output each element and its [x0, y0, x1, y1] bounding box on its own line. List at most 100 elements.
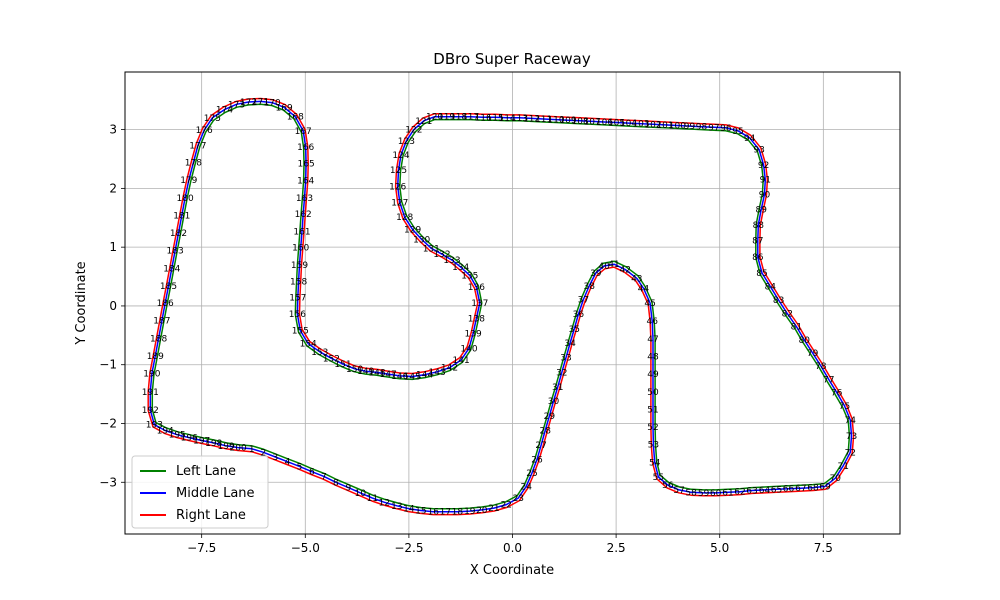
- waypoint-label: 164: [297, 177, 314, 187]
- waypoint-label: 130: [413, 236, 430, 246]
- waypoint-label: 142: [441, 364, 458, 374]
- lane-line-left-lane: [151, 103, 851, 510]
- waypoint-label: 89: [755, 206, 767, 216]
- waypoint-label: 57: [673, 486, 684, 496]
- waypoint-label: 135: [461, 271, 478, 281]
- waypoint-label: 70: [830, 474, 842, 484]
- waypoint-label: 37: [578, 296, 589, 306]
- waypoint-label: 138: [468, 314, 485, 324]
- waypoint-label: 172: [240, 98, 257, 108]
- waypoint-label: 82: [782, 310, 793, 320]
- waypoint-label: 118: [450, 113, 467, 123]
- waypoint-label: 46: [646, 317, 658, 327]
- waypoint-label: 154: [300, 340, 317, 350]
- waypoint-label: 103: [632, 120, 649, 130]
- waypoint-label: 182: [170, 229, 187, 239]
- waypoint-label: 187: [153, 317, 170, 327]
- waypoint-label: 55: [653, 473, 664, 483]
- waypoint-label: 168: [287, 113, 304, 123]
- waypoint-label: 126: [389, 183, 406, 193]
- waypoint-label: 193: [146, 421, 163, 431]
- x-tick-label: 5.0: [710, 541, 729, 555]
- waypoint-label: 14: [403, 505, 415, 515]
- waypoint-label: 9: [346, 484, 352, 494]
- waypoint-label: 66: [783, 485, 795, 495]
- waypoint-label: 165: [298, 160, 315, 170]
- waypoint-label: 68: [807, 484, 819, 494]
- waypoint-label: 71: [837, 462, 848, 472]
- waypoint-label: 129: [404, 226, 421, 236]
- x-axis-label: X Coordinate: [470, 563, 554, 578]
- y-tick-label: 2: [109, 181, 117, 195]
- waypoint-label: 169: [276, 103, 293, 113]
- waypoint-label: 56: [662, 481, 674, 491]
- waypoint-label: 73: [846, 432, 857, 442]
- waypoint-label: 136: [468, 283, 485, 293]
- waypoint-label: 31: [552, 383, 563, 393]
- x-tick-label: 7.5: [814, 541, 833, 555]
- waypoint-label: 123: [398, 137, 415, 147]
- waypoint-label: 45: [644, 299, 655, 309]
- waypoint-label: 194: [157, 427, 174, 437]
- waypoint-label: 155: [292, 327, 309, 337]
- waypoint-label: 107: [584, 117, 601, 127]
- waypoint-label: 183: [167, 247, 184, 257]
- y-axis-label: Y Coordinate: [74, 261, 89, 345]
- waypoint-label: 125: [390, 166, 407, 176]
- waypoint-label: 39: [590, 269, 602, 279]
- waypoint-label: 74: [845, 416, 857, 426]
- waypoint-label: 6: [309, 468, 315, 478]
- waypoint-label: 140: [460, 344, 477, 354]
- waypoint-label: 22: [501, 501, 512, 511]
- waypoint-label: 157: [289, 294, 306, 304]
- waypoint-label: 134: [452, 263, 469, 273]
- waypoint-label: 121: [415, 117, 432, 127]
- waypoint-label: 51: [647, 405, 658, 415]
- waypoint-label: 149: [357, 367, 374, 377]
- waypoint-label: 188: [150, 334, 167, 344]
- waypoint-label: 2: [261, 448, 267, 458]
- waypoint-label: 189: [147, 352, 164, 362]
- x-tick-label: −5.0: [291, 541, 320, 555]
- waypoint-label: 85: [756, 269, 767, 279]
- waypoint-label: 91: [760, 176, 771, 186]
- waypoint-label: 147: [380, 370, 397, 380]
- waypoint-label: 152: [323, 354, 340, 364]
- waypoint-label: 115: [487, 113, 504, 123]
- waypoint-label: 160: [292, 244, 309, 254]
- waypoint-label: 122: [405, 126, 422, 136]
- waypoint-label: 131: [423, 244, 440, 254]
- waypoint-label: 26: [531, 455, 543, 465]
- waypoint-label: 15: [415, 507, 426, 517]
- waypoint-label: 132: [433, 250, 450, 260]
- waypoint-label: 179: [180, 176, 197, 186]
- lane-line-right-lane: [147, 97, 855, 516]
- waypoint-label: 59: [698, 489, 710, 499]
- waypoint-label: 19: [464, 507, 476, 517]
- waypoint-label: 143: [429, 368, 446, 378]
- waypoint-label: 119: [438, 113, 455, 123]
- waypoint-label: 13: [391, 502, 402, 512]
- waypoint-label: 102: [644, 120, 661, 130]
- waypoint-label: 78: [815, 362, 827, 372]
- waypoint-label: 105: [608, 119, 625, 129]
- x-tick-label: −2.5: [394, 541, 423, 555]
- waypoint-label: 93: [753, 146, 764, 156]
- waypoint-label: 16: [428, 508, 440, 518]
- waypoint-label: 150: [346, 365, 363, 375]
- waypoint-label: 34: [564, 339, 576, 349]
- waypoint-label: 128: [396, 213, 413, 223]
- waypoint-label: 197: [193, 437, 210, 447]
- waypoint-label: 52: [647, 423, 658, 433]
- waypoint-label: 33: [560, 354, 571, 364]
- waypoint-label: 146: [391, 372, 408, 382]
- waypoint-label: 97: [708, 123, 719, 133]
- waypoint-label: 167: [295, 127, 312, 137]
- waypoint-label: 3: [273, 453, 279, 463]
- waypoint-label: 29: [544, 412, 556, 422]
- waypoint-label: 96: [720, 124, 732, 134]
- waypoint-label: 83: [773, 296, 784, 306]
- waypoint-label: 166: [297, 143, 314, 153]
